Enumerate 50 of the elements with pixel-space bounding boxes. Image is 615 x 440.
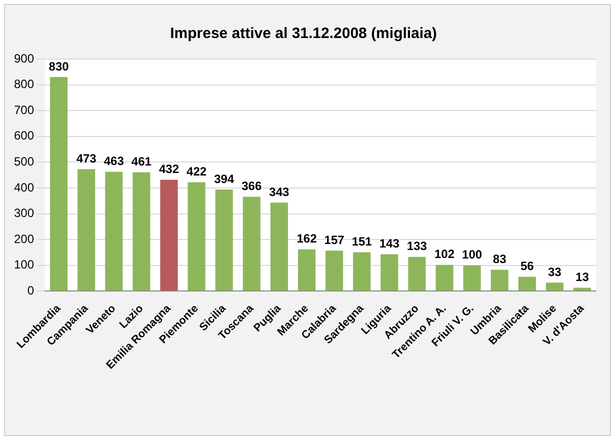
bar xyxy=(188,182,206,291)
y-tick-label: 100 xyxy=(14,258,34,272)
y-tick-label: 900 xyxy=(14,51,34,66)
bar xyxy=(215,190,233,291)
bar xyxy=(463,265,481,291)
y-tick-label: 300 xyxy=(14,206,34,220)
bar xyxy=(105,172,123,291)
bar xyxy=(298,249,316,291)
data-label: 461 xyxy=(131,154,152,169)
data-label: 56 xyxy=(520,259,534,274)
data-label: 102 xyxy=(434,247,455,262)
y-tick-label: 200 xyxy=(14,232,34,246)
bar xyxy=(490,270,508,291)
bar xyxy=(132,172,150,291)
y-tick-label: 400 xyxy=(14,180,34,194)
y-tick-label: 600 xyxy=(14,128,34,143)
bar xyxy=(353,252,371,291)
data-label: 100 xyxy=(462,248,482,262)
chart-title: Imprese attive al 31.12.2008 (migliaia) xyxy=(170,25,437,42)
data-label: 13 xyxy=(576,270,590,284)
data-label: 143 xyxy=(379,236,400,251)
bar xyxy=(326,250,344,291)
bar xyxy=(270,202,288,291)
data-label: 432 xyxy=(158,162,180,176)
data-label: 151 xyxy=(352,234,372,249)
data-label: 473 xyxy=(76,151,97,166)
bar xyxy=(436,264,454,291)
data-label: 133 xyxy=(406,239,428,254)
data-label: 394 xyxy=(214,172,234,186)
bar xyxy=(78,169,96,291)
y-tick-label: 700 xyxy=(14,102,34,117)
bar xyxy=(50,77,68,291)
y-tick-label: 800 xyxy=(14,77,34,92)
data-label: 343 xyxy=(269,184,290,199)
data-label: 422 xyxy=(186,164,207,179)
bar xyxy=(546,282,564,291)
y-tick-label: 500 xyxy=(14,154,34,168)
data-label: 366 xyxy=(242,179,262,194)
bar xyxy=(160,180,178,291)
bar xyxy=(408,256,426,291)
data-label: 83 xyxy=(492,252,507,266)
data-label: 830 xyxy=(48,59,70,74)
bar xyxy=(518,276,536,291)
y-tick-label: 0 xyxy=(27,283,34,298)
data-label: 463 xyxy=(104,154,124,168)
bar xyxy=(380,254,398,291)
data-label: 33 xyxy=(548,264,562,279)
data-label: 157 xyxy=(324,232,345,247)
bar xyxy=(242,196,260,291)
data-label: 162 xyxy=(296,232,318,246)
